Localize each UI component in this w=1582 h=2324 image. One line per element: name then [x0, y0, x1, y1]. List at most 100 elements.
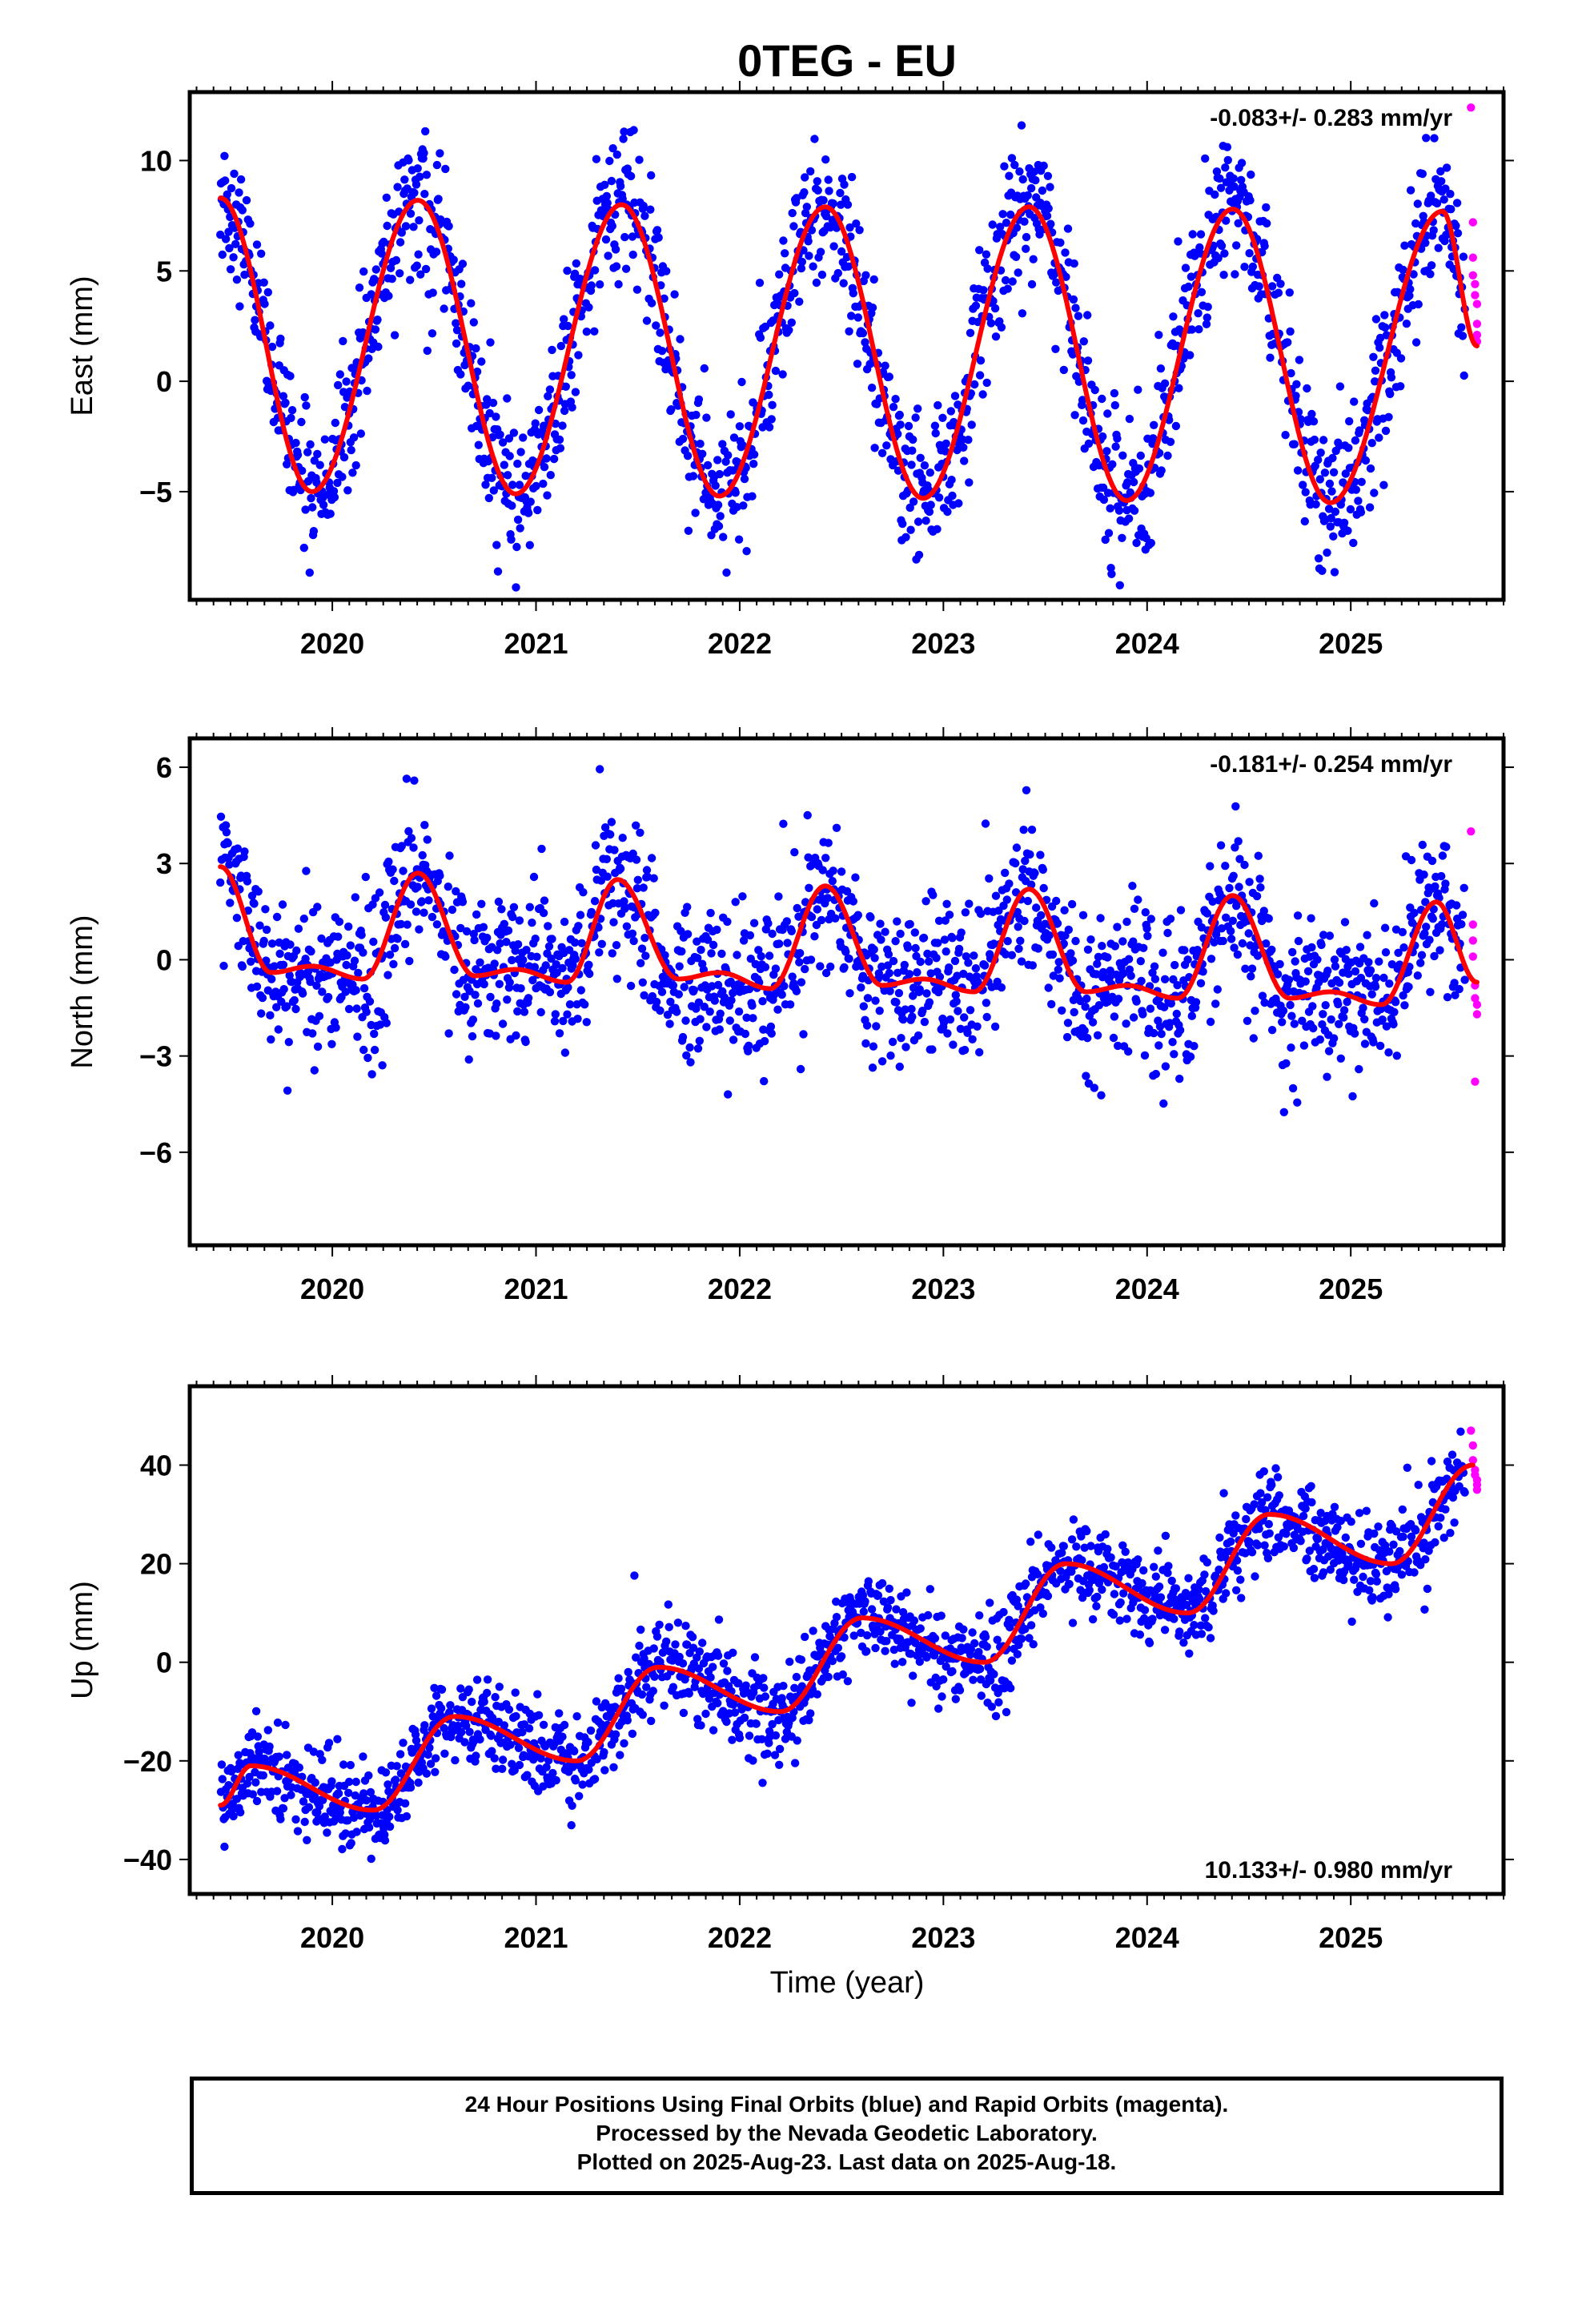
final-orbit-point — [524, 994, 533, 1003]
final-orbit-point — [441, 952, 450, 961]
final-orbit-point — [1399, 265, 1407, 275]
final-orbit-point — [797, 978, 806, 987]
final-orbit-point — [270, 962, 279, 971]
final-orbit-point — [469, 318, 478, 327]
final-orbit-point — [233, 844, 242, 853]
final-orbit-point — [946, 1015, 955, 1024]
final-orbit-point — [515, 480, 524, 489]
final-orbit-point — [540, 463, 549, 472]
final-orbit-point — [281, 398, 290, 408]
final-orbit-point — [1026, 1621, 1036, 1630]
final-orbit-point — [652, 997, 661, 1007]
final-orbit-point — [1054, 965, 1063, 975]
final-orbit-point — [267, 1035, 275, 1044]
final-orbit-point — [216, 812, 226, 821]
final-orbit-point — [628, 1729, 637, 1739]
final-orbit-point — [965, 478, 974, 487]
final-orbit-point — [775, 1744, 785, 1754]
final-orbit-point — [870, 444, 879, 452]
final-orbit-point — [1339, 1013, 1348, 1022]
final-orbit-point — [1126, 971, 1135, 980]
final-orbit-point — [734, 535, 744, 544]
final-orbit-point — [354, 968, 363, 978]
final-orbit-point — [1199, 967, 1207, 976]
final-orbit-point — [498, 438, 508, 447]
final-orbit-point — [1139, 943, 1148, 953]
final-orbit-point — [885, 969, 894, 978]
final-orbit-point — [1254, 851, 1263, 860]
final-orbit-point — [1370, 899, 1379, 908]
final-orbit-point — [225, 860, 234, 869]
final-orbit-point — [378, 1061, 387, 1070]
final-orbit-point — [436, 149, 444, 158]
final-orbit-point — [883, 1603, 893, 1612]
final-orbit-point — [548, 345, 556, 355]
final-orbit-point — [608, 949, 616, 958]
final-orbit-point — [685, 1689, 693, 1698]
final-orbit-point — [584, 1738, 592, 1747]
final-orbit-point — [616, 1684, 626, 1693]
final-orbit-point — [310, 1066, 319, 1075]
final-orbit-point — [223, 838, 232, 848]
final-orbit-point — [361, 872, 370, 882]
final-orbit-point — [973, 1022, 982, 1031]
final-orbit-point — [315, 1011, 324, 1021]
final-orbit-point — [1245, 249, 1254, 258]
final-orbit-point — [1325, 479, 1335, 489]
final-orbit-point — [885, 372, 894, 381]
final-orbit-point — [801, 1632, 809, 1642]
final-orbit-point — [525, 541, 534, 549]
final-orbit-point — [674, 990, 683, 999]
final-orbit-point — [1416, 959, 1425, 967]
final-orbit-point — [306, 440, 315, 449]
final-orbit-point — [540, 896, 549, 905]
final-orbit-point — [1083, 356, 1093, 365]
final-orbit-point — [444, 1029, 453, 1038]
final-orbit-point — [632, 285, 642, 294]
final-orbit-point — [254, 887, 263, 896]
final-orbit-point — [1003, 284, 1012, 293]
final-orbit-point — [1035, 230, 1044, 239]
final-orbit-point — [221, 235, 231, 243]
final-orbit-point — [1011, 252, 1021, 261]
final-orbit-point — [1288, 1084, 1298, 1093]
final-orbit-point — [999, 1607, 1008, 1617]
final-orbit-point — [1003, 937, 1012, 946]
final-orbit-point — [1234, 219, 1243, 227]
final-orbit-point — [1438, 851, 1447, 860]
final-orbit-point — [383, 221, 391, 231]
final-orbit-point — [719, 533, 728, 541]
final-orbit-point — [965, 899, 974, 908]
final-orbit-point — [837, 1652, 846, 1661]
final-orbit-point — [824, 1672, 833, 1682]
final-orbit-point — [490, 1754, 499, 1763]
final-orbit-point — [662, 1637, 671, 1646]
final-orbit-point — [837, 247, 846, 256]
final-orbit-point — [697, 945, 705, 955]
final-orbit-point — [410, 776, 419, 785]
final-orbit-point — [845, 327, 853, 336]
final-orbit-point — [1367, 439, 1376, 448]
final-orbit-point — [1320, 468, 1330, 477]
final-orbit-point — [979, 286, 988, 295]
final-orbit-point — [1402, 320, 1411, 328]
final-orbit-point — [689, 472, 698, 480]
final-orbit-point — [1327, 1015, 1335, 1024]
final-orbit-point — [1248, 262, 1258, 271]
final-orbit-point — [1111, 442, 1120, 451]
final-orbit-point — [686, 1058, 695, 1067]
final-orbit-point — [816, 962, 825, 971]
final-orbit-point — [1022, 232, 1031, 242]
rapid-orbit-point — [1471, 1077, 1480, 1086]
final-orbit-point — [921, 517, 930, 525]
final-orbit-point — [412, 261, 421, 270]
final-orbit-point — [1062, 1032, 1072, 1042]
final-orbit-point — [683, 452, 693, 460]
final-orbit-point — [1381, 948, 1391, 957]
final-orbit-point — [1103, 409, 1112, 418]
final-orbit-point — [1196, 979, 1206, 988]
final-orbit-point — [733, 951, 741, 959]
final-orbit-point — [709, 1663, 717, 1671]
final-orbit-point — [238, 206, 247, 215]
final-orbit-point — [731, 898, 740, 907]
